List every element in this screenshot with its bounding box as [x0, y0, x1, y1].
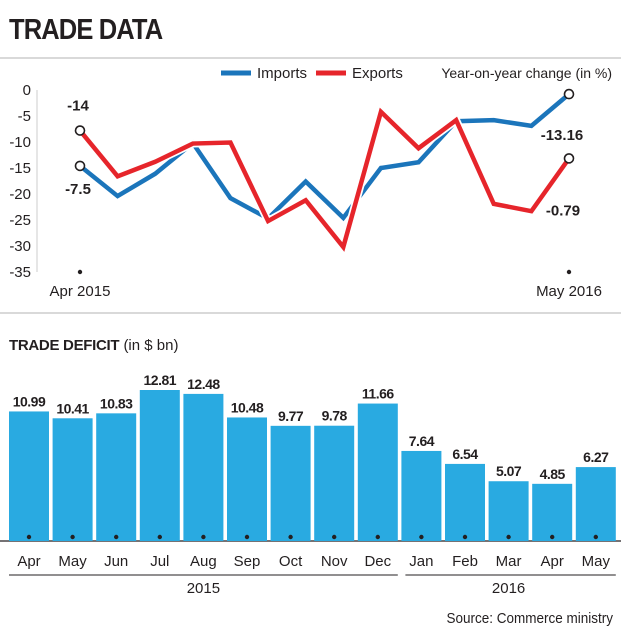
x-tick-label: May 2016: [536, 283, 602, 300]
bar-value-label: 6.54: [452, 446, 478, 462]
x-tick-label: Sep: [234, 553, 261, 570]
trade-yoy-line-chart: 0 -5 -10 -15 -20 -25 -30 -35 Imports Exports Year-…: [0, 57, 621, 314]
endpoint-marker-exports: [74, 125, 86, 136]
value-annotation: -14: [67, 98, 89, 115]
trade-deficit-title: TRADE DEFICIT: [9, 337, 120, 354]
bar-value-label: 12.48: [187, 376, 220, 392]
trade-deficit-heading: TRADE DEFICIT (in $ bn): [9, 337, 178, 354]
bar: [9, 411, 49, 541]
bar-value-label: 9.78: [322, 408, 348, 424]
bar-base-dot: [244, 534, 250, 540]
bar-value-label: 6.27: [583, 449, 609, 465]
bar-value-label: 10.83: [100, 395, 133, 411]
source-note: Source: Commerce ministry: [446, 610, 613, 627]
bar-base-dot: [26, 534, 32, 540]
bar: [532, 483, 573, 541]
bar-value-label: 10.41: [56, 400, 89, 416]
value-annotation: -13.16: [541, 127, 584, 144]
x-tick-label: Apr 2015: [50, 283, 111, 300]
y-tick-label: 0: [23, 82, 31, 99]
x-tick-dot: [566, 269, 572, 275]
endpoint-marker-imports: [74, 160, 86, 172]
bar-base-dot: [157, 534, 162, 540]
bar-base-dot: [593, 534, 598, 540]
bar-base-dot: [506, 534, 511, 540]
bar-base-dot: [288, 534, 293, 540]
series-line-exports: [78, 107, 571, 252]
y-axis-title: Year-on-year change (in %): [441, 65, 612, 81]
bar: [139, 390, 180, 541]
x-tick-label: Aug: [190, 553, 217, 570]
endpoint-marker-imports: [563, 88, 575, 100]
bar-base-dot: [201, 534, 206, 540]
bar-base-dot: [462, 534, 468, 540]
bar: [357, 403, 398, 541]
bar-value-label: 12.81: [144, 372, 177, 388]
value-annotation: -7.5: [65, 181, 91, 198]
x-tick-label: Apr: [541, 553, 564, 570]
bar-base-dot: [332, 534, 337, 540]
series-line-imports: [78, 92, 571, 222]
x-tick-label: Jul: [150, 553, 169, 570]
bar-base-dot: [550, 534, 555, 540]
bar: [183, 393, 224, 541]
y-tick-label: -10: [9, 134, 31, 151]
legend-label-imports: Imports: [257, 65, 307, 82]
trade-deficit-bar-chart: 10.99 Apr 10.41 May 10.83 Jun 12.81 Jul 12.48 Aug…: [0, 372, 621, 597]
bar: [270, 425, 311, 541]
x-tick-label: Apr: [17, 553, 40, 570]
value-annotation: -0.79: [546, 202, 580, 219]
bar-value-label: 10.48: [231, 399, 264, 415]
bar-value-label: 4.85: [540, 466, 566, 482]
x-tick-label: Mar: [496, 553, 522, 570]
y-tick-label: -15: [9, 160, 31, 177]
bar: [227, 417, 267, 541]
year-group-label: 2016: [492, 580, 525, 597]
y-tick-label: -20: [9, 186, 31, 203]
bar-value-label: 7.64: [409, 433, 435, 449]
y-tick-label: -5: [18, 108, 31, 125]
bar: [401, 450, 442, 541]
trade-deficit-unit: (in $ bn): [123, 337, 179, 354]
year-group-label: 2015: [187, 580, 220, 597]
bar-value-label: 5.07: [496, 463, 522, 479]
y-tick-label: -30: [9, 238, 31, 255]
x-tick-label: Oct: [279, 553, 303, 570]
bar-base-dot: [375, 534, 380, 540]
x-tick-label: May: [58, 553, 87, 570]
x-tick-label: Feb: [452, 553, 478, 570]
bar-value-label: 10.99: [13, 393, 46, 409]
x-tick-label: Jan: [409, 553, 433, 570]
bar: [96, 413, 137, 541]
bar: [488, 481, 529, 541]
bar-base-dot: [114, 534, 119, 540]
bar-base-dot: [70, 534, 75, 540]
endpoint-marker-exports: [563, 153, 575, 164]
legend-label-exports: Exports: [352, 65, 403, 82]
y-tick-label: -35: [9, 264, 31, 281]
x-tick-label: Nov: [321, 553, 348, 570]
x-tick-label: Jun: [104, 553, 128, 570]
y-tick-label: -25: [9, 212, 31, 229]
bar: [575, 467, 616, 541]
bar: [52, 418, 93, 541]
page-title: TRADE DATA: [9, 14, 163, 46]
bar: [445, 463, 485, 541]
bar: [314, 425, 355, 541]
bar-base-dot: [419, 534, 424, 540]
x-tick-dot: [77, 269, 83, 275]
bar-value-label: 11.66: [362, 386, 394, 402]
x-tick-label: Dec: [364, 553, 391, 570]
bar-value-label: 9.77: [278, 408, 304, 424]
x-tick-label: May: [582, 553, 611, 570]
